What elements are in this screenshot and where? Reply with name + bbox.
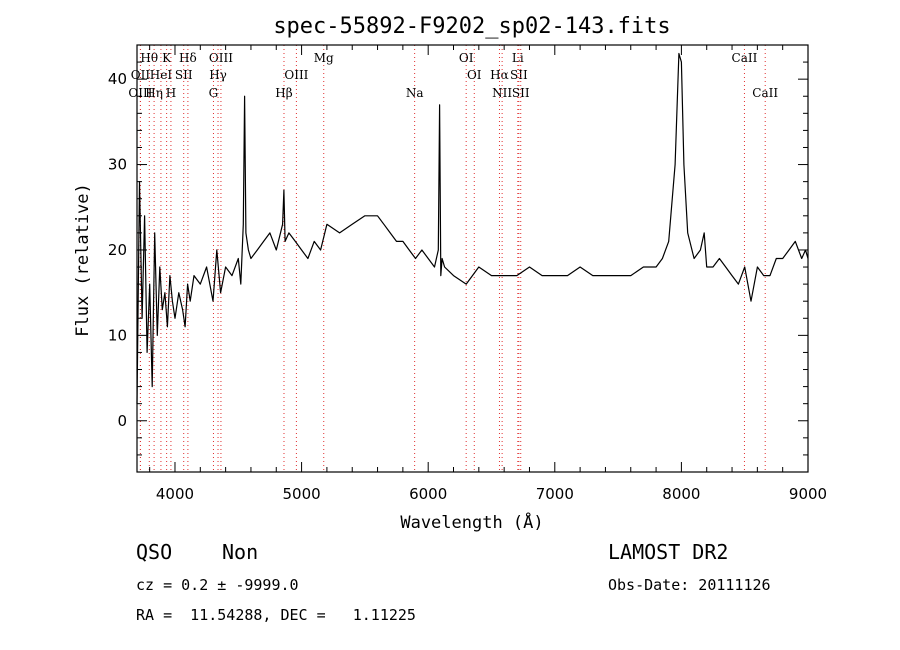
y-axis-label: Flux (relative) — [73, 183, 93, 337]
line-marker-label-7: SII — [175, 68, 193, 82]
survey-name: LAMOST DR2 — [608, 540, 729, 564]
y-tick-label-3: 30 — [108, 156, 127, 174]
line-marker-label-1: OII — [131, 68, 151, 82]
line-marker-label-23: CaII — [732, 51, 758, 65]
line-marker-label-5: Hη — [145, 86, 163, 100]
x-tick-label-3: 7000 — [536, 485, 574, 503]
redshift-readout: cz = 0.2 ± -9999.0 — [136, 576, 299, 594]
plot-frame — [136, 44, 809, 473]
line-marker-label-19: Hα — [490, 68, 509, 82]
line-marker-label-24: CaII — [752, 86, 778, 100]
line-marker-label-17: OI — [467, 68, 482, 82]
x-tick-label-0: 4000 — [156, 485, 194, 503]
object-class: QSO — [136, 540, 173, 564]
line-marker-label-0: Hθ — [140, 51, 158, 65]
chart-title: spec-55892-F9202_sp02-143.fits — [273, 14, 670, 39]
line-marker-label-6: Hδ — [179, 51, 197, 65]
line-marker-label-15: Na — [406, 86, 424, 100]
line-marker-label-21: NII — [492, 86, 512, 100]
x-axis-label: Wavelength (Å) — [400, 511, 543, 533]
spectrum-series-0 — [136, 52, 809, 404]
y-tick-label-0: 0 — [117, 412, 127, 430]
axes-layer: 4000 5000 6000 7000 8000 9000 0 10 20 30 40 — [108, 44, 827, 503]
y-tick-label-4: 40 — [108, 70, 127, 88]
line-marker-layer: Hθ OII OIII K HeI Hη Hδ SII H OIII Hγ G Mg OIII Hβ Na OI… — [128, 45, 778, 472]
x-tick-label-4: 8000 — [662, 485, 700, 503]
line-marker-label-14: Hβ — [275, 86, 292, 100]
line-marker-label-8: H — [166, 86, 176, 100]
observation-date: Obs-Date: 20111126 — [608, 576, 771, 594]
y-tick-label-1: 10 — [108, 326, 127, 344]
x-tick-label-5: 9000 — [789, 485, 827, 503]
line-marker-label-11: G — [209, 86, 219, 100]
line-marker-label-10: Hγ — [209, 68, 227, 82]
line-marker-label-2: OIII — [128, 86, 152, 100]
line-marker-label-12: Mg — [314, 51, 334, 65]
y-tick-label-2: 20 — [108, 241, 127, 259]
series-layer — [136, 52, 809, 404]
x-tick-label-2: 6000 — [409, 485, 447, 503]
object-subclass: Non — [222, 540, 259, 564]
line-marker-label-4: HeI — [150, 68, 173, 82]
line-marker-label-18: Li — [512, 51, 524, 65]
x-tick-label-1: 5000 — [282, 485, 320, 503]
line-marker-label-13: OIII — [284, 68, 308, 82]
line-marker-label-3: K — [162, 51, 172, 65]
line-marker-label-9: OIII — [209, 51, 233, 65]
line-marker-label-16: OI — [459, 51, 474, 65]
coordinates-readout: RA = 11.54288, DEC = 1.11225 — [136, 606, 416, 624]
line-marker-label-20: SII — [510, 68, 528, 82]
line-marker-label-22: SII — [512, 86, 530, 100]
